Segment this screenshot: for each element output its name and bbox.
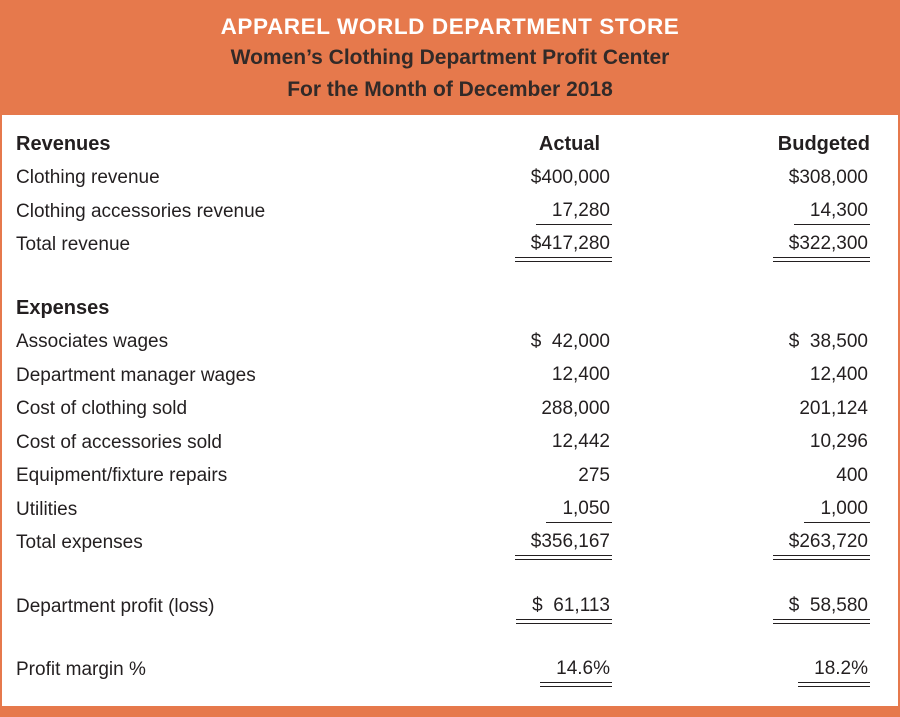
amount-budgeted: $263,720 bbox=[718, 530, 871, 561]
amount-actual: $400,000 bbox=[530, 166, 610, 188]
table-section-row: Expenses bbox=[16, 292, 870, 326]
row-label: Utilities bbox=[16, 498, 78, 520]
row-label: Clothing revenue bbox=[16, 167, 160, 189]
report-subtitle: Women’s Clothing Department Profit Cente… bbox=[230, 45, 670, 69]
table-header-row: Revenues Actual Budgeted bbox=[16, 128, 870, 162]
amount-budgeted: 10,296 bbox=[809, 431, 868, 453]
amount-actual: $ 61,113 bbox=[460, 594, 612, 624]
row-label: Cost of clothing sold bbox=[16, 398, 188, 420]
amount-actual: 17,280 bbox=[460, 199, 612, 225]
financial-table: Revenues Actual Budgeted Clothing revenu… bbox=[2, 115, 898, 688]
section-header-expenses: Expenses bbox=[16, 297, 110, 320]
row-label: Equipment/fixture repairs bbox=[16, 465, 228, 487]
table-row: Cost of clothing sold 288,000 201,124 bbox=[16, 393, 870, 427]
column-header-budgeted: Budgeted bbox=[777, 133, 870, 156]
amount-budgeted: $ 38,500 bbox=[788, 330, 868, 352]
table-row: Department profit (loss) $ 61,113 $ 58,5… bbox=[16, 590, 871, 624]
row-label: Total expenses bbox=[16, 532, 143, 554]
report-period: For the Month of December 2018 bbox=[287, 77, 613, 101]
table-row: Total revenue $417,280 $322,300 bbox=[16, 229, 871, 263]
row-label: Profit margin % bbox=[16, 659, 146, 681]
table-row: Profit margin % 14.6% 18.2% bbox=[16, 654, 870, 688]
amount-actual: 12,442 bbox=[551, 431, 610, 453]
store-name: APPAREL WORLD DEPARTMENT STORE bbox=[220, 13, 680, 39]
amount-budgeted: 12,400 bbox=[809, 364, 868, 386]
amount-budgeted: $ 58,580 bbox=[718, 594, 871, 624]
footer-accent-bar bbox=[2, 706, 898, 715]
column-header-actual: Actual bbox=[538, 133, 600, 156]
amount-budgeted: 14,300 bbox=[718, 199, 870, 225]
amount-actual: 1,050 bbox=[460, 497, 612, 523]
row-label: Department manager wages bbox=[16, 364, 256, 386]
amount-budgeted: $322,300 bbox=[718, 232, 871, 263]
amount-actual: 14.6% bbox=[460, 657, 612, 688]
table-row: Clothing revenue $400,000 $308,000 bbox=[16, 162, 870, 196]
amount-budgeted: 201,124 bbox=[799, 397, 868, 419]
table-row: Total expenses $356,167 $263,720 bbox=[16, 527, 871, 561]
row-label: Associates wages bbox=[16, 331, 169, 353]
row-label: Total revenue bbox=[16, 234, 131, 256]
row-label: Department profit (loss) bbox=[16, 595, 215, 617]
amount-budgeted: 18.2% bbox=[718, 657, 870, 688]
amount-actual: 275 bbox=[578, 464, 610, 486]
section-header-revenues: Revenues bbox=[16, 133, 111, 156]
amount-budgeted: 400 bbox=[836, 464, 868, 486]
amount-actual: $417,280 bbox=[460, 232, 613, 263]
amount-budgeted: $308,000 bbox=[788, 166, 868, 188]
table-row: Equipment/fixture repairs 275 400 bbox=[16, 460, 870, 494]
report-header: APPAREL WORLD DEPARTMENT STORE Women’s C… bbox=[2, 2, 898, 115]
row-label: Clothing accessories revenue bbox=[16, 200, 266, 222]
amount-actual: $ 42,000 bbox=[530, 330, 610, 352]
table-row: Cost of accessories sold 12,442 10,296 bbox=[16, 426, 870, 460]
table-row: Department manager wages 12,400 12,400 bbox=[16, 359, 870, 393]
table-row: Clothing accessories revenue 17,280 14,3… bbox=[16, 195, 870, 229]
amount-actual: $356,167 bbox=[460, 530, 613, 561]
amount-budgeted: 1,000 bbox=[718, 497, 870, 523]
amount-actual: 12,400 bbox=[551, 364, 610, 386]
amount-actual: 288,000 bbox=[541, 397, 610, 419]
row-label: Cost of accessories sold bbox=[16, 431, 222, 453]
table-row: Utilities 1,050 1,000 bbox=[16, 493, 870, 527]
table-row: Associates wages $ 42,000 $ 38,500 bbox=[16, 326, 870, 360]
